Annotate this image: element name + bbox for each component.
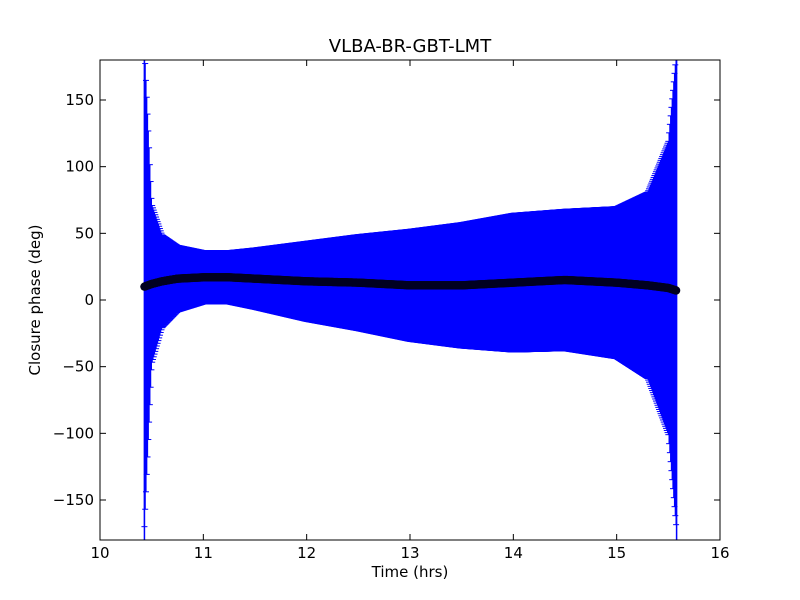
x-tick-label: 12 (297, 544, 316, 562)
x-tick-label: 10 (90, 544, 109, 562)
data-points (140, 273, 681, 295)
y-tick-label: 50 (75, 224, 94, 242)
x-tick-label: 14 (504, 544, 523, 562)
x-tick-label: 11 (194, 544, 213, 562)
x-axis-title: Time (hrs) (371, 563, 449, 581)
data-point (671, 286, 681, 295)
y-tick-label: 0 (84, 291, 94, 309)
y-tick-label: −150 (53, 491, 94, 509)
chart-title: VLBA-BR-GBT-LMT (329, 36, 492, 57)
x-tick-label: 16 (710, 544, 729, 562)
x-tick-label: 13 (400, 544, 419, 562)
x-tick-label: 15 (607, 544, 626, 562)
y-tick-label: −100 (53, 424, 94, 442)
x-axis-ticks: 10 11 12 13 14 15 16 (90, 60, 730, 562)
y-tick-label: 100 (65, 158, 94, 176)
y-axis-ticks: −150 −100 −50 0 50 100 150 (53, 91, 720, 509)
y-tick-label: −50 (62, 358, 94, 376)
y-axis-title: Closure phase (deg) (26, 225, 44, 376)
y-tick-label: 150 (65, 91, 94, 109)
